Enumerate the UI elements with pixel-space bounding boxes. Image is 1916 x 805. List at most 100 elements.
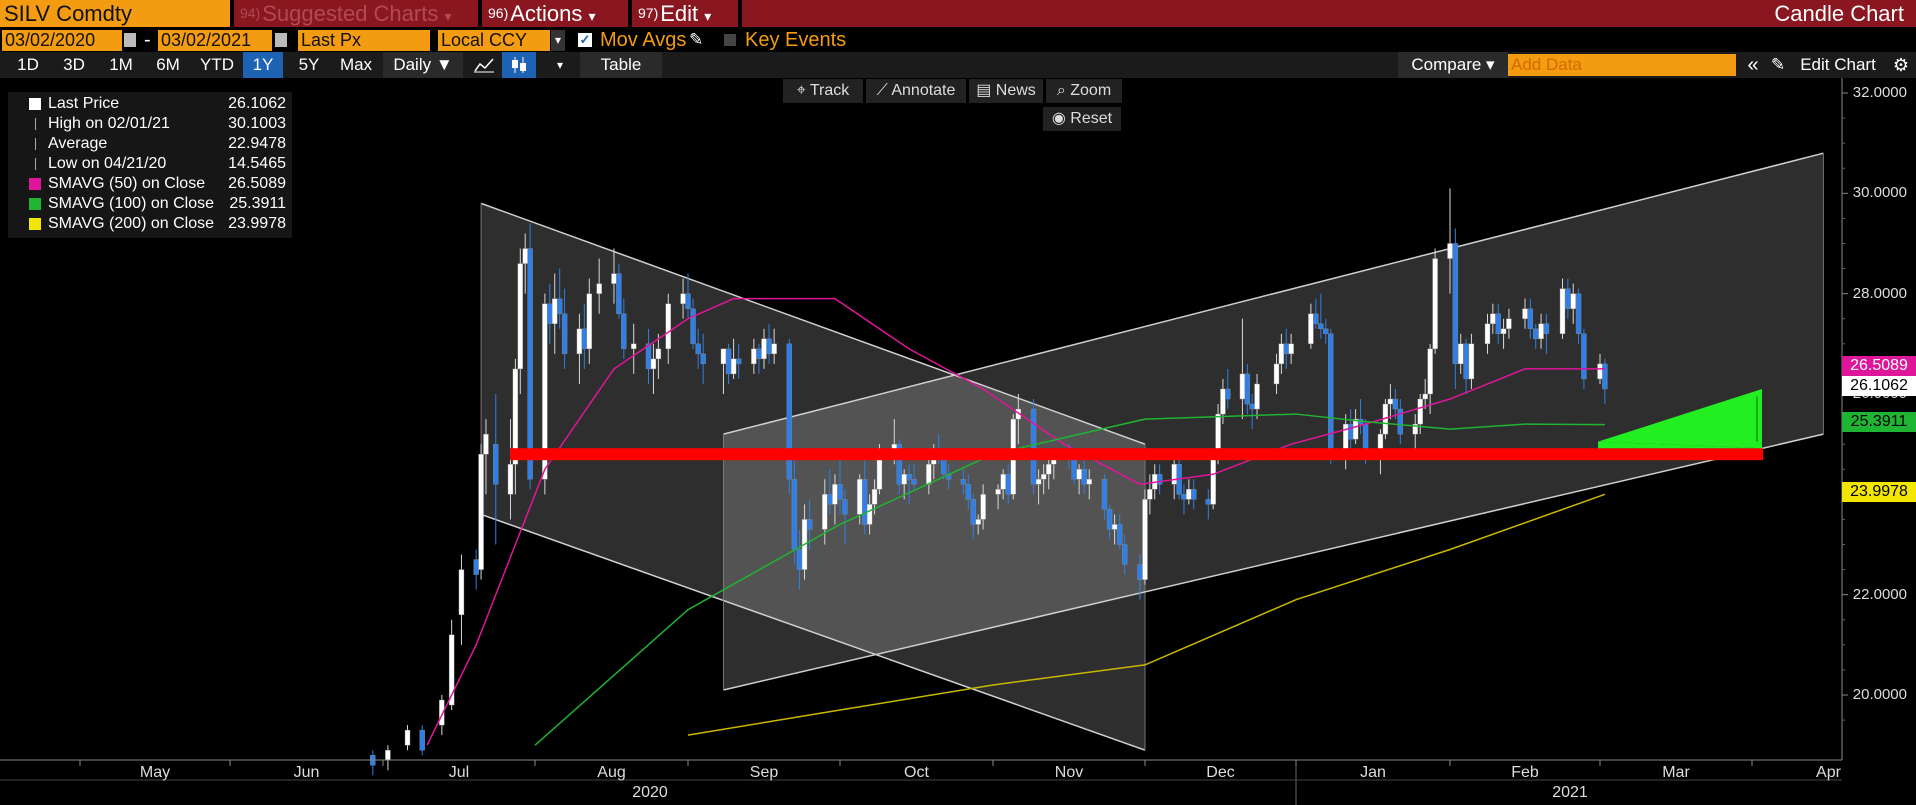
candle-body: [1239, 373, 1246, 400]
candle-body: [1452, 243, 1459, 365]
candle-body: [1220, 388, 1226, 415]
gear-icon[interactable]: ⚙: [1892, 55, 1910, 75]
support-line: [510, 448, 1763, 461]
candle-body: [756, 348, 762, 360]
field-selector[interactable]: Last Px: [298, 30, 430, 51]
candle-body: [771, 343, 777, 355]
reset-label: Reset: [1070, 110, 1113, 127]
candle-body: [960, 479, 967, 485]
separator: [478, 0, 482, 27]
candle-body: [473, 559, 479, 575]
chevron-down-icon[interactable]: ▾: [556, 58, 564, 72]
x-tick-label: Oct: [904, 764, 929, 781]
end-date-field[interactable]: 03/02/2021: [158, 30, 272, 51]
track-label: Track: [809, 82, 850, 99]
reset-button[interactable]: ◉ Reset: [1043, 107, 1121, 131]
currency-selector[interactable]: Local CCY: [438, 30, 550, 51]
calendar-icon[interactable]: [124, 33, 136, 47]
legend-swatch: [29, 218, 41, 230]
candle-body: [1352, 418, 1359, 440]
candle-body: [685, 293, 691, 309]
add-data-input[interactable]: Add Data: [1508, 54, 1736, 76]
menu-number: 97): [638, 5, 659, 21]
candle-body: [1318, 323, 1324, 329]
edit-menu[interactable]: 97)Edit ▾: [638, 0, 711, 27]
channel-up-fill: [723, 153, 1824, 690]
period-button-6m[interactable]: 6M: [156, 55, 180, 74]
edit-chart-button[interactable]: Edit Chart: [1788, 52, 1888, 78]
collapse-glyph: «: [1747, 54, 1759, 76]
candle-body: [1495, 313, 1501, 335]
candle-body: [1137, 564, 1143, 580]
news-label: News: [995, 82, 1036, 99]
key-events-checkbox[interactable]: [724, 34, 736, 46]
menu-number: 96): [488, 5, 509, 21]
candle-body: [1101, 479, 1108, 510]
start-date-field[interactable]: 03/02/2020: [2, 30, 122, 51]
chevron-down-icon[interactable]: ▾: [551, 30, 565, 51]
candle-body: [1071, 459, 1077, 480]
x-tick-label: Feb: [1511, 764, 1539, 781]
candle-body: [896, 443, 902, 485]
candle-body: [1147, 489, 1153, 500]
legend-value: 22.9478: [228, 135, 286, 152]
candle-body: [1559, 288, 1566, 334]
zoom-tool[interactable]: ⌕ Zoom: [1046, 79, 1122, 103]
period-button-1d[interactable]: 1D: [17, 55, 39, 74]
candle-body: [680, 293, 686, 304]
candle-body: [837, 484, 843, 500]
candle-body: [621, 313, 627, 350]
ticker-text: SILV Comdty: [4, 1, 132, 26]
candle-body: [796, 549, 803, 570]
candle-body: [483, 433, 489, 455]
key-events-label: Key Events: [745, 29, 847, 51]
candle-body: [1111, 524, 1118, 530]
table-button[interactable]: Table: [580, 52, 662, 78]
price-chart[interactable]: [0, 78, 1916, 805]
candle-body: [751, 348, 757, 365]
price-tag: 25.3911: [1842, 412, 1916, 432]
actions-menu[interactable]: 96)Actions ▾: [488, 0, 596, 27]
period-button-5y[interactable]: 5Y: [298, 55, 320, 74]
period-button-max[interactable]: Max: [339, 55, 373, 74]
mov-avgs-checkbox[interactable]: ✓: [578, 32, 592, 47]
candle-body: [980, 494, 986, 520]
track-tool[interactable]: ⌖ Track: [783, 79, 863, 103]
candle-body: [385, 749, 391, 761]
candle-body: [1254, 383, 1260, 410]
candle-body: [1142, 499, 1148, 580]
candle-body: [1215, 413, 1221, 455]
period-button-1y[interactable]: 1Y: [243, 52, 283, 78]
candle-body: [522, 248, 528, 264]
candle-body: [806, 519, 813, 530]
candle-body: [1040, 474, 1047, 480]
frequency-selector[interactable]: Daily ▼: [383, 52, 463, 78]
news-tool[interactable]: ▤ News: [969, 79, 1043, 103]
candle-body: [1205, 499, 1212, 505]
compare-dropdown[interactable]: Compare ▾: [1398, 52, 1508, 78]
candle-body: [1463, 343, 1469, 380]
pencil-icon[interactable]: ✎: [689, 30, 704, 49]
line-chart-icon[interactable]: [468, 52, 500, 78]
candle-chart-icon[interactable]: [502, 52, 536, 78]
pencil-icon[interactable]: ✎: [1770, 55, 1786, 74]
suggested-charts-menu[interactable]: 94)Suggested Charts ▾: [240, 0, 452, 27]
pen-icon: ⟋: [876, 82, 892, 99]
security-ticker-field[interactable]: SILV Comdty: [0, 0, 230, 27]
legend-name: SMAVG (200) on Close: [48, 215, 214, 232]
period-button-3d[interactable]: 3D: [63, 55, 85, 74]
collapse-icon[interactable]: «: [1742, 52, 1764, 78]
candle-body: [901, 474, 907, 485]
annotate-tool[interactable]: ⟋ Annotate: [866, 79, 966, 103]
year-label: 2020: [632, 784, 668, 801]
candle-body: [547, 303, 553, 324]
calendar-icon[interactable]: [275, 33, 287, 47]
candle-body: [1288, 343, 1294, 355]
candle-body: [1538, 323, 1544, 340]
period-button-1m[interactable]: 1M: [109, 55, 133, 74]
frequency-text: Daily ▼: [393, 55, 453, 74]
candle-body: [1122, 544, 1128, 565]
period-button-ytd[interactable]: YTD: [200, 55, 234, 74]
candle-body: [556, 298, 563, 314]
candle-body: [419, 729, 425, 751]
